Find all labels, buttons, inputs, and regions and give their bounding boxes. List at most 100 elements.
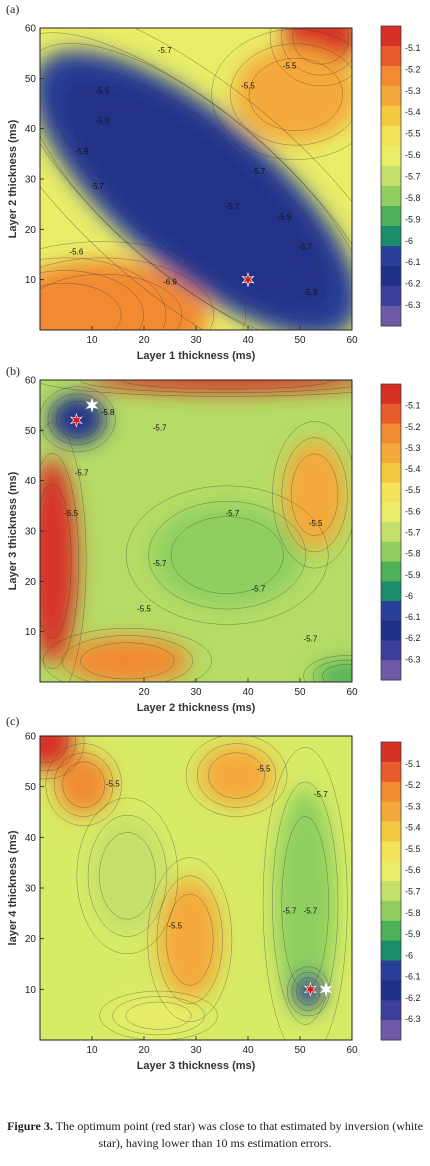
x-tick-label: 40 [242, 335, 254, 346]
colorbar-swatch [381, 900, 401, 922]
colorbar-swatch [381, 761, 401, 783]
contour-line [156, 875, 223, 1004]
field-band [58, 74, 334, 314]
contour-line [47, 393, 108, 445]
contour-line [196, 743, 277, 808]
contour-line [40, 241, 246, 330]
contour-line [296, 977, 321, 1006]
contour-line [53, 752, 114, 817]
contour-line [170, 516, 284, 594]
colorbar-tick-label: -5.8 [405, 908, 421, 918]
y-tick-label: 40 [25, 833, 37, 844]
y-tick-label: 60 [25, 24, 37, 35]
colorbar-tick-label: -5.2 [405, 780, 421, 790]
contour-line [40, 28, 352, 330]
contour-line [112, 996, 205, 1036]
contour-label: -5.7 [304, 635, 318, 644]
contour-field [40, 28, 352, 330]
colorbar-swatch [381, 920, 401, 942]
contour-line [272, 781, 339, 1025]
contour-line [87, 814, 167, 937]
y-tick-label: 50 [25, 426, 37, 437]
colorbar-swatch [381, 246, 401, 267]
contour-line [148, 501, 307, 610]
contour-line [312, 659, 352, 682]
contour-line [230, 43, 352, 146]
colorbar-tick-label: -5.6 [405, 506, 421, 516]
y-tick-label: 60 [25, 732, 37, 743]
colorbar-swatch [381, 403, 401, 424]
contour-label: -5.7 [153, 559, 167, 568]
x-tick-label: 20 [138, 687, 150, 698]
x-tick-label: 60 [346, 687, 358, 698]
x-axis-label: Layer 2 thickness (ms) [137, 702, 256, 714]
colorbar-tick-label: -5.2 [405, 64, 421, 74]
colorbar-tick-label: -6 [405, 236, 413, 246]
contour-line [40, 483, 72, 639]
contour-line [290, 453, 339, 536]
x-tick-label: 60 [346, 1045, 358, 1056]
colorbar-tick-label: -5.3 [405, 86, 421, 96]
contour-line [281, 437, 348, 553]
x-tick-label: 20 [138, 1045, 150, 1056]
colorbar-tick-label: -6.1 [405, 257, 421, 267]
contour-label: -5.7 [314, 790, 328, 799]
colorbar-tick-label: -5.1 [405, 43, 421, 53]
colorbar-frame [380, 383, 402, 681]
contour-field [40, 736, 352, 1040]
colorbar-tick-label: -6.1 [405, 972, 421, 982]
colorbar-swatch [381, 146, 401, 167]
contour-line [40, 32, 352, 330]
y-tick-label: 30 [25, 527, 37, 538]
panel-a-tag: (a) [6, 2, 20, 16]
field-band [274, 787, 337, 1019]
panel-a-chart: 10 20 30 40 50 60 10 20 30 40 50 60 Layer 1 thicknes… [7, 24, 421, 363]
colorbar-swatch [381, 306, 401, 327]
contour-line [61, 635, 194, 682]
colorbar-swatch [381, 940, 401, 962]
contour-label: -5.5 [168, 922, 182, 931]
colorbar-swatch [381, 166, 401, 187]
contour-line [79, 380, 352, 393]
colorbar-tick-label: -5.5 [405, 844, 421, 854]
contour-line [92, 104, 300, 285]
colorbar-swatch [381, 46, 401, 67]
colorbar-tick-label: -5.8 [405, 193, 421, 203]
x-tick-label: 10 [86, 335, 98, 346]
colorbar-tick-label: -5.7 [405, 887, 421, 897]
red-star-marker [303, 981, 317, 997]
contour-line [42, 628, 212, 682]
contour-line [121, 380, 333, 390]
red-star-marker [69, 412, 83, 428]
colorbar-tick-label: -6.1 [405, 612, 421, 622]
contour-line [40, 257, 215, 330]
contour-line [99, 832, 156, 920]
y-axis-label: Layer 2 thickness (ms) [7, 119, 19, 238]
y-tick-label: 40 [25, 124, 37, 135]
contour-line [76, 797, 179, 955]
contour-line [292, 28, 350, 65]
colorbar-tick-label: -5.4 [405, 107, 421, 117]
white-star-marker [319, 981, 333, 997]
contour-label: -5.5 [257, 764, 271, 773]
y-tick-label: 20 [25, 225, 37, 236]
contour-line [125, 1001, 192, 1030]
colorbar-swatch [381, 443, 401, 464]
colorbar-tick-label: -5.6 [405, 865, 421, 875]
contour-label: -5.7 [298, 242, 312, 251]
contour-label: -5.9 [304, 288, 318, 297]
contour-label: -5.5 [241, 81, 255, 90]
colorbar-swatch [381, 781, 401, 803]
contour-label: -5.9 [96, 117, 110, 126]
contour-line [99, 990, 218, 1040]
x-tick-label: 40 [242, 687, 254, 698]
contour-line [73, 86, 319, 303]
colorbar-swatch [381, 86, 401, 107]
field-band [89, 818, 165, 934]
colorbar-tick-label: -6.3 [405, 300, 421, 310]
colorbar-frame [380, 25, 402, 327]
contour-label: -5.5 [64, 509, 78, 518]
field-bands [40, 28, 352, 330]
field-band [86, 380, 352, 393]
contour-label: -5.7 [226, 509, 240, 518]
